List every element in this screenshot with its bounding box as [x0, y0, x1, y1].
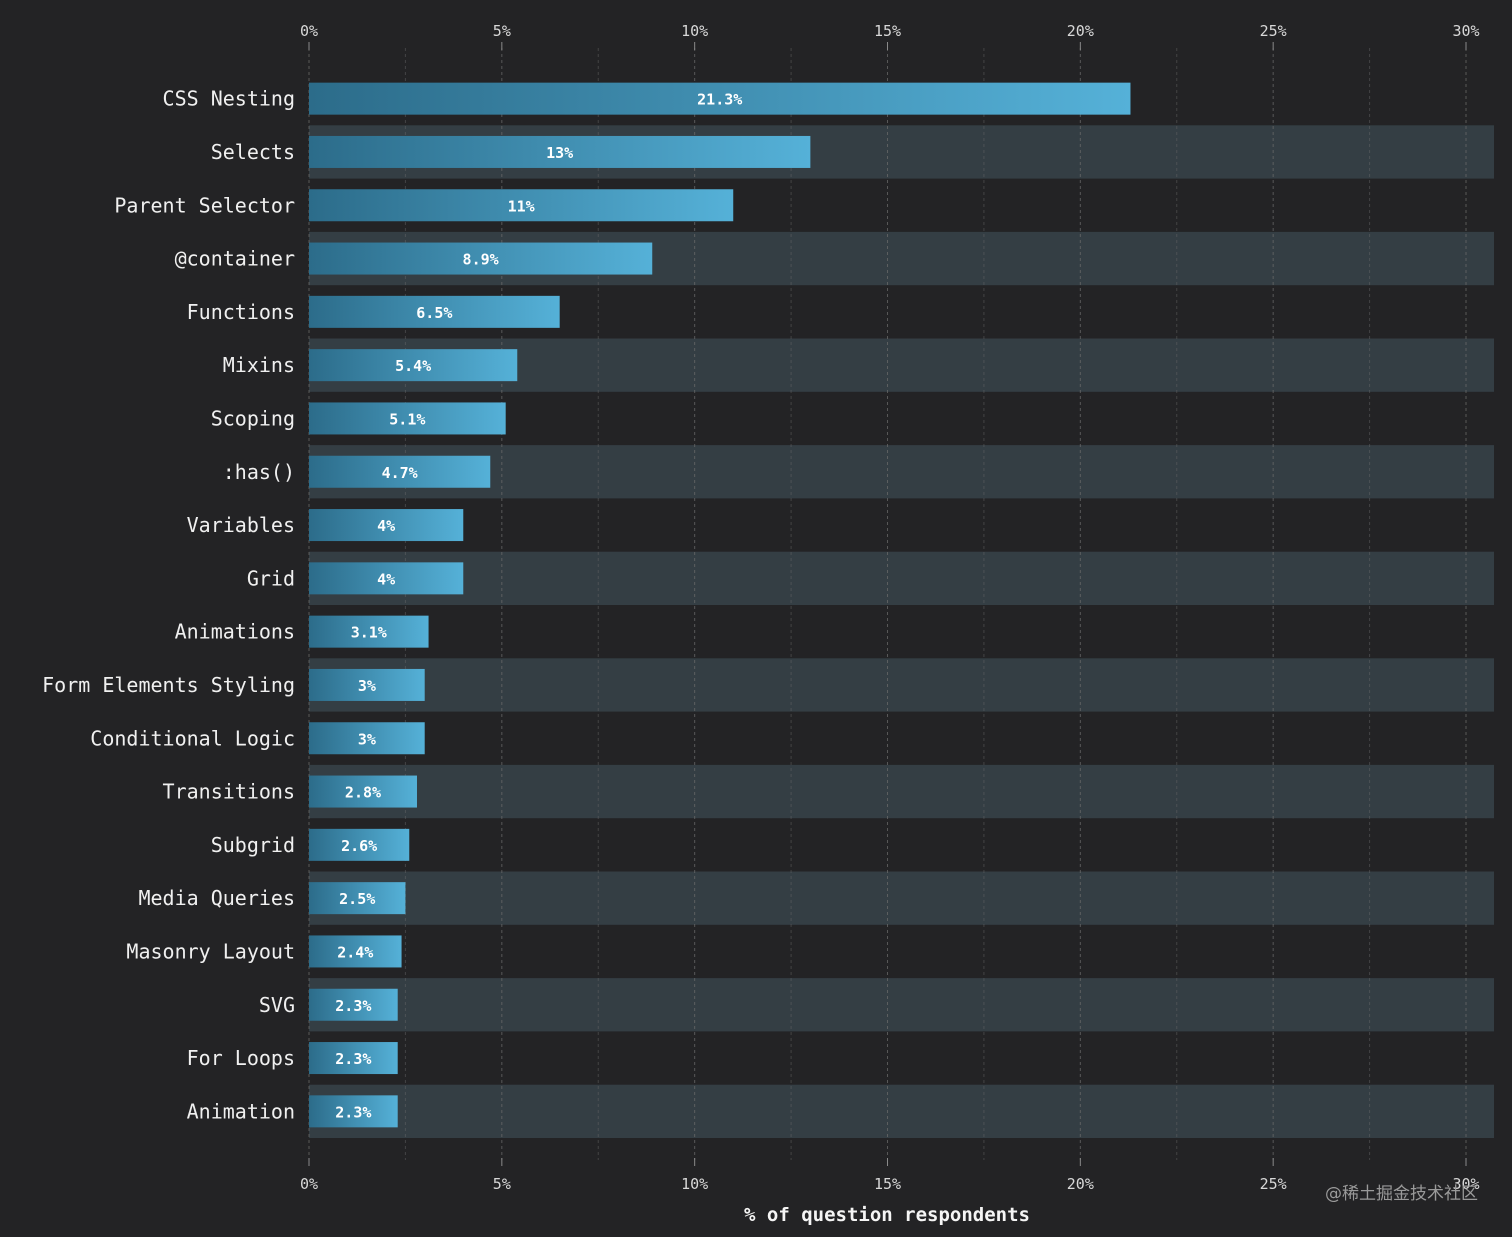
x-tick-label-bottom: 5%: [493, 1175, 511, 1193]
x-tick-label-bottom: 10%: [681, 1175, 708, 1193]
x-tick-label-top: 0%: [300, 22, 318, 40]
category-label: Transitions: [163, 780, 295, 804]
row-band: [309, 978, 1494, 1032]
bar: [309, 775, 417, 808]
bar: [309, 1042, 398, 1075]
x-tick-label-top: 5%: [493, 22, 511, 40]
category-labels: CSS Nesting Selects Parent Selector @contai…: [42, 87, 295, 1124]
bar: [309, 668, 425, 701]
watermark: @稀土掘金技术社区: [1325, 1184, 1478, 1204]
bar: [309, 1095, 398, 1128]
category-label: Parent Selector: [114, 193, 295, 217]
category-label: Mixins: [223, 353, 295, 377]
bar: [309, 562, 464, 595]
bar-value-label: 13%: [546, 144, 573, 162]
bar-value-labels: 21.3% 13% 11% 8.9% 6.5% 5.4% 5.1% 4.7% 4% 4% 3.1% 3…: [335, 91, 742, 1122]
category-label: Animation: [187, 1099, 295, 1123]
row-band: [309, 871, 1494, 925]
bar: [309, 988, 398, 1021]
category-label: Variables: [187, 513, 295, 537]
bar: [309, 82, 1131, 115]
bar-value-label: 8.9%: [463, 251, 499, 269]
row-band: [309, 551, 1494, 605]
bars: [309, 82, 1131, 1128]
bar-value-label: 2.6%: [341, 837, 377, 855]
bar-value-label: 2.3%: [335, 1050, 371, 1068]
x-tick-label-top: 20%: [1067, 22, 1094, 40]
row-bands: [309, 125, 1494, 1138]
x-axis-title: % of question respondents: [744, 1204, 1030, 1226]
row-band: [309, 658, 1494, 712]
category-label: For Loops: [187, 1046, 295, 1070]
bar-value-label: 3.1%: [351, 624, 387, 642]
x-tick-label-bottom: 20%: [1067, 1175, 1094, 1193]
x-tick-label-bottom: 0%: [300, 1175, 318, 1193]
row-band: [309, 764, 1494, 819]
bar-value-label: 2.8%: [345, 784, 381, 802]
bar-value-label: 5.1%: [389, 410, 425, 428]
bar-value-label: 6.5%: [416, 304, 452, 322]
bar-value-label: 2.4%: [337, 943, 373, 961]
category-label: Functions: [187, 300, 295, 324]
bar: [309, 615, 429, 648]
row-band: [309, 445, 1494, 499]
x-tick-label-top: 10%: [681, 22, 708, 40]
row-band: [309, 1084, 1494, 1138]
category-label: SVG: [259, 993, 295, 1017]
bar: [309, 349, 518, 382]
x-tick-label-top: 15%: [874, 22, 901, 40]
x-axis-top: 0% 5% 10% 15% 20% 25% 30%: [300, 22, 1480, 50]
bar: [309, 509, 464, 542]
grid-lines: [308, 48, 1467, 1160]
bar-value-label: 5.4%: [395, 357, 431, 375]
category-label: Selects: [211, 140, 295, 164]
bar: [309, 295, 560, 328]
x-tick-label-top: 30%: [1452, 22, 1479, 40]
bar: [309, 828, 410, 861]
bar-value-label: 2.3%: [335, 997, 371, 1015]
bar: [309, 242, 653, 275]
bar: [309, 935, 402, 968]
bar: [309, 882, 406, 915]
category-label: CSS Nesting: [163, 87, 295, 111]
category-label: :has(): [223, 460, 295, 484]
bar-value-label: 21.3%: [697, 91, 742, 109]
bar-value-label: 2.5%: [339, 890, 375, 908]
bar-value-label: 3%: [358, 730, 376, 748]
category-label: Scoping: [211, 406, 295, 430]
x-tick-label-bottom: 25%: [1260, 1175, 1287, 1193]
category-label: Masonry Layout: [126, 939, 295, 963]
x-axis-bottom: 0% 5% 10% 15% 20% 25% 30%: [300, 1158, 1480, 1193]
x-tick-label-bottom: 15%: [874, 1175, 901, 1193]
bar-value-label: 4%: [377, 570, 395, 588]
category-label: Animations: [175, 620, 295, 644]
x-tick-label-top: 25%: [1260, 22, 1287, 40]
bar: [309, 135, 811, 168]
bar: [309, 189, 734, 222]
bar-value-label: 4%: [377, 517, 395, 535]
category-label: Grid: [247, 566, 295, 590]
bar-value-label: 2.3%: [335, 1103, 371, 1121]
category-label: @container: [175, 247, 295, 271]
bar: [309, 402, 506, 435]
bar: [309, 455, 491, 488]
bar-value-label: 11%: [508, 197, 535, 215]
category-label: Media Queries: [138, 886, 295, 910]
category-label: Conditional Logic: [90, 726, 295, 750]
x-tick-label-bottom: 30%: [1452, 1175, 1479, 1193]
category-label: Subgrid: [211, 833, 295, 857]
category-label: Form Elements Styling: [42, 673, 295, 697]
bar: [309, 722, 425, 755]
bar-value-label: 3%: [358, 677, 376, 695]
bar-value-label: 4.7%: [382, 464, 418, 482]
